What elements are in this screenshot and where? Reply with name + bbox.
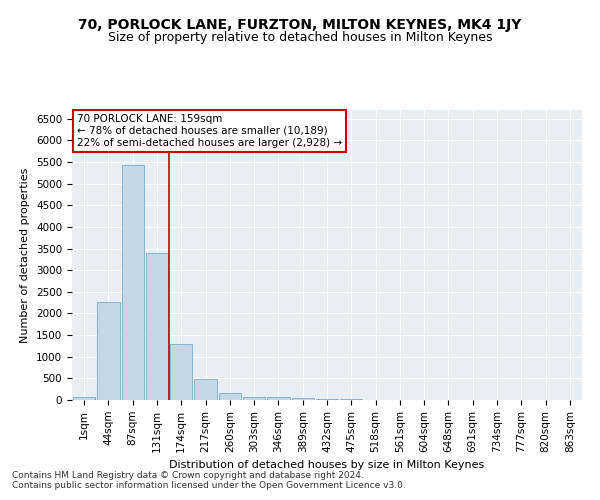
Bar [194,379,217,400]
Text: Size of property relative to detached houses in Milton Keynes: Size of property relative to detached ho… [108,31,492,44]
Bar [146,254,168,400]
X-axis label: Distribution of detached houses by size in Milton Keynes: Distribution of detached houses by size … [169,460,485,470]
Text: 70, PORLOCK LANE, FURZTON, MILTON KEYNES, MK4 1JY: 70, PORLOCK LANE, FURZTON, MILTON KEYNES… [79,18,521,32]
Bar [122,165,144,400]
Text: 70 PORLOCK LANE: 159sqm
← 78% of detached houses are smaller (10,189)
22% of sem: 70 PORLOCK LANE: 159sqm ← 78% of detache… [77,114,342,148]
Bar [267,397,290,400]
Bar [218,393,241,400]
Text: Contains public sector information licensed under the Open Government Licence v3: Contains public sector information licen… [12,481,406,490]
Bar [73,397,95,400]
Bar [97,302,119,400]
Text: Contains HM Land Registry data © Crown copyright and database right 2024.: Contains HM Land Registry data © Crown c… [12,471,364,480]
Bar [243,396,265,400]
Bar [292,398,314,400]
Bar [170,344,193,400]
Y-axis label: Number of detached properties: Number of detached properties [20,168,31,342]
